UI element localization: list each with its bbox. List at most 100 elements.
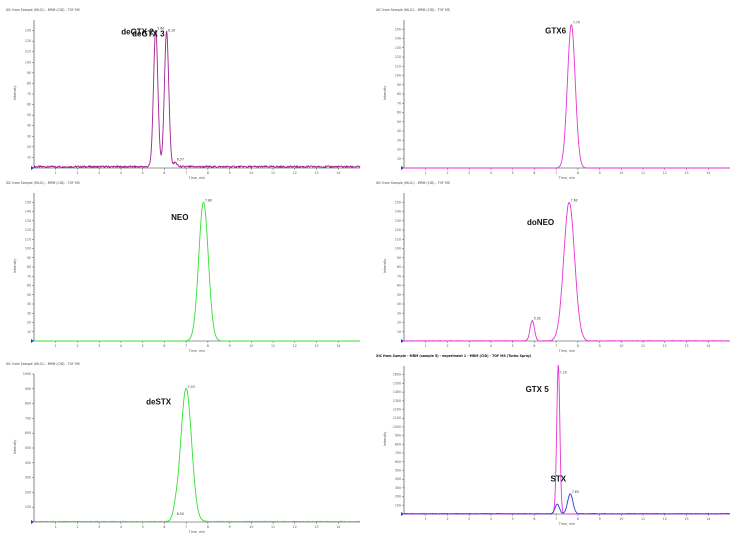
x-tick-label: 10 (619, 344, 623, 348)
compound-label: deGTX 3 (132, 30, 165, 39)
x-tick-label: 12 (663, 517, 667, 521)
y-tick-label: 900 (395, 434, 401, 438)
x-tick-label: 7 (555, 171, 557, 175)
y-tick-label: 200 (395, 495, 401, 499)
y-tick-label: 700 (25, 416, 31, 420)
x-tick-label: 3 (98, 344, 100, 348)
x-axis-title: Time, min (558, 349, 575, 353)
x-tick-label: 3 (98, 525, 100, 529)
y-tick-label: 1000 (23, 372, 31, 376)
x-tick-label: 12 (293, 171, 297, 175)
y-tick-label: 140 (25, 210, 31, 214)
x-tick-label: 9 (599, 344, 601, 348)
y-tick-label: 100 (395, 247, 401, 251)
x-tick-label: 3 (468, 344, 470, 348)
y-tick-label: 130 (25, 219, 31, 223)
y-tick-label: 20 (397, 321, 401, 325)
x-tick-label: 2 (76, 525, 78, 529)
chromatogram-panel-gtx6: XIC from Sample (HILIC) - MRM (CID) - TO… (370, 8, 740, 183)
y-tick-label: 1500 (393, 381, 401, 385)
x-tick-label: 9 (599, 517, 601, 521)
y-tick-label: 130 (395, 219, 401, 223)
x-tick-label: 13 (315, 525, 319, 529)
x-tick-label: 7 (555, 344, 557, 348)
y-tick-label: 1600 (393, 373, 401, 377)
x-tick-label: 8 (207, 171, 209, 175)
x-tick-label: 7 (185, 344, 187, 348)
y-tick-label: 200 (25, 490, 31, 494)
y-tick-label: 150 (25, 200, 31, 204)
x-tick-label: 4 (120, 344, 122, 348)
y-tick-label: 50 (397, 293, 401, 297)
x-tick-label: 14 (706, 171, 710, 175)
y-tick-label: 100 (25, 60, 31, 64)
y-tick-label: 1000 (393, 425, 401, 429)
y-tick-label: 30 (27, 134, 31, 138)
x-tick-label: 3 (98, 171, 100, 175)
y-tick-label: 150 (395, 200, 401, 204)
x-tick-label: 10 (249, 171, 253, 175)
y-tick-label: 100 (25, 247, 31, 251)
retention-time-label: 7.03 (188, 385, 195, 389)
x-tick-label: 9 (599, 171, 601, 175)
x-tick-label: 7 (185, 171, 187, 175)
y-tick-label: 300 (25, 476, 31, 480)
x-tick-label: 5 (142, 171, 144, 175)
x-tick-label: 13 (315, 171, 319, 175)
x-tick-label: 9 (229, 171, 231, 175)
y-tick-label: 60 (397, 111, 401, 115)
y-tick-label: 40 (397, 302, 401, 306)
x-tick-label: 8 (207, 344, 209, 348)
baseline-marker (31, 339, 34, 343)
y-tick-label: 90 (27, 256, 31, 260)
retention-time-label: 5.92 (534, 317, 541, 321)
y-axis-title: Intensity (13, 86, 17, 100)
y-tick-label: 120 (395, 228, 401, 232)
y-tick-label: 60 (27, 103, 31, 107)
retention-time-label: 7.62 (571, 198, 578, 202)
compound-label: STX (551, 474, 567, 483)
x-tick-label: 14 (336, 525, 340, 529)
y-tick-label: 130 (25, 29, 31, 33)
y-tick-label: 150 (395, 27, 401, 31)
y-tick-label: 400 (25, 461, 31, 465)
x-tick-label: 5 (512, 517, 514, 521)
y-tick-label: 10 (397, 157, 401, 161)
y-tick-label: 110 (25, 237, 31, 241)
y-tick-label: 20 (27, 145, 31, 149)
x-tick-label: 10 (619, 171, 623, 175)
x-axis-title: Time, min (188, 349, 205, 353)
y-tick-label: 90 (27, 71, 31, 75)
y-tick-label: 800 (395, 442, 401, 446)
x-tick-label: 2 (446, 344, 448, 348)
baseline-marker (401, 339, 404, 343)
x-tick-label: 4 (120, 525, 122, 529)
x-axis-title: Time, min (188, 530, 205, 534)
y-tick-label: 100 (395, 503, 401, 507)
x-tick-label: 8 (577, 171, 579, 175)
y-tick-label: 110 (395, 237, 401, 241)
y-tick-label: 140 (395, 210, 401, 214)
x-tick-label: 13 (685, 517, 689, 521)
y-tick-label: 140 (395, 37, 401, 41)
x-tick-label: 2 (76, 171, 78, 175)
x-tick-label: 6 (163, 171, 165, 175)
x-tick-label: 8 (577, 344, 579, 348)
retention-time-label: 7.70 (573, 21, 580, 25)
x-tick-label: 5 (512, 171, 514, 175)
trace-series-0 (404, 364, 730, 515)
y-tick-label: 40 (397, 129, 401, 133)
y-tick-label: 120 (395, 55, 401, 59)
x-tick-label: 6 (533, 171, 535, 175)
baseline-marker (401, 166, 404, 170)
panel-header: XIC from Sample (HILIC) - MRM (CID) - TO… (6, 8, 80, 12)
y-tick-label: 400 (395, 477, 401, 481)
x-tick-label: 1 (55, 525, 57, 529)
retention-time-label: 7.80 (205, 198, 212, 202)
x-axis-title: Time, min (558, 176, 575, 180)
x-tick-label: 4 (120, 171, 122, 175)
x-tick-label: 1 (425, 344, 427, 348)
